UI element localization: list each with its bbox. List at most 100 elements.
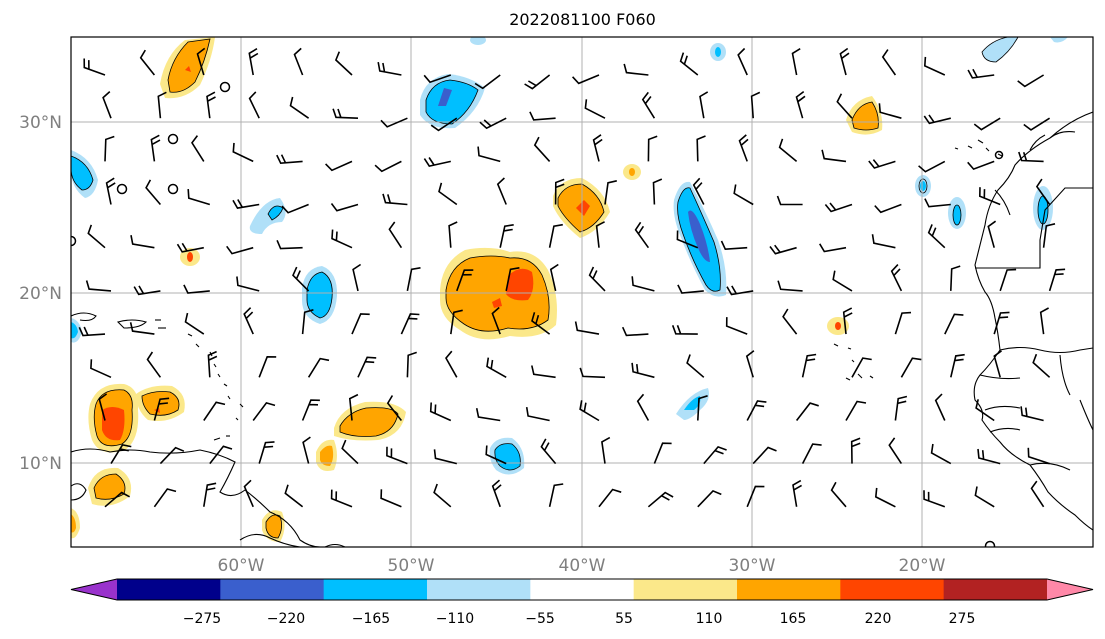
wind-barb: [445, 350, 458, 378]
wind-barb: [782, 308, 798, 335]
wind-barb: [157, 91, 167, 119]
colorbar-outline: [70, 578, 1094, 601]
wind-barb: [153, 488, 177, 508]
wind-barb: [836, 93, 853, 119]
wind-barb: [588, 266, 606, 292]
wind-barb: [653, 442, 672, 464]
wind-barb: [894, 395, 908, 421]
wind-barb: [301, 399, 320, 421]
wind-barb: [601, 436, 611, 464]
wind-barb: [540, 438, 557, 465]
wind-barb: [652, 178, 663, 205]
wind-barb: [696, 135, 706, 162]
wind-barb: [548, 223, 563, 248]
wind-barb: [900, 357, 922, 378]
colorbar-tick-label: −165: [352, 611, 390, 627]
wind-barb: [206, 91, 216, 119]
wind-barb: [448, 221, 458, 248]
wind-barb: [874, 487, 896, 508]
wind-barb: [974, 486, 995, 508]
wind-barb: [433, 483, 452, 508]
lat-label-20n: 20°N: [19, 284, 62, 304]
colorbar: [70, 578, 1094, 601]
wind-barb: [87, 224, 106, 249]
wind-barb: [699, 91, 709, 119]
wind-barb: [232, 142, 254, 163]
wind-barb: [129, 322, 155, 335]
wind-barb: [703, 445, 727, 465]
wind-barb: [676, 230, 699, 249]
wind-barb: [927, 224, 946, 249]
wind-barb: [438, 182, 458, 206]
wind-barb: [636, 393, 650, 421]
wind-barb: [641, 91, 656, 119]
wind-barb: [284, 484, 304, 508]
wind-barb: [133, 285, 161, 296]
wind-barb: [348, 393, 359, 421]
wind-barb: [950, 353, 965, 378]
lon-label-50w: 50°W: [388, 556, 435, 576]
wind-barb: [574, 321, 600, 335]
wind-barb: [725, 317, 748, 335]
wind-barb: [183, 284, 210, 294]
wind-barb: [276, 239, 303, 250]
wind-barb: [923, 114, 951, 125]
colorbar-segment: [737, 579, 841, 600]
wind-barb: [104, 491, 130, 508]
wind-barb: [881, 49, 897, 76]
wind-barb: [924, 198, 951, 208]
wind-barb: [450, 309, 463, 335]
wind-barb: [98, 393, 108, 421]
wind-barb: [430, 117, 458, 132]
wind-barb: [977, 448, 1001, 465]
wind-barb: [525, 406, 550, 422]
wind-barb: [631, 276, 655, 292]
wind-barb: [918, 160, 946, 173]
wind-barb: [90, 359, 112, 379]
wind-barb: [746, 400, 767, 421]
wind-barb: [184, 312, 205, 335]
wind-barb: [491, 306, 501, 335]
wind-barb: [486, 357, 507, 378]
wind-barb: [750, 91, 761, 119]
wind-barb: [647, 491, 674, 508]
wind-barb: [746, 485, 765, 508]
wind-barb: [737, 47, 748, 76]
lon-label-60w: 60°W: [218, 556, 265, 576]
wind-barb: [888, 437, 903, 465]
wind-barb: [386, 395, 403, 421]
wind-barb: [477, 146, 501, 163]
wind-barb: [973, 117, 1001, 131]
wind-barb: [145, 179, 162, 206]
wind-barb: [248, 48, 259, 76]
colorbar-tick-label: −275: [183, 611, 221, 627]
wind-barb: [801, 353, 817, 378]
wind-barb: [529, 111, 556, 121]
wind-barb: [1030, 480, 1045, 508]
wind-barb: [302, 436, 311, 464]
wind-barb: [150, 134, 161, 162]
wind-barb: [592, 134, 603, 162]
wind-barb: [795, 402, 819, 421]
wind-barb: [1039, 307, 1049, 335]
contour-lines: [71, 37, 1049, 539]
wind-barb: [778, 138, 798, 163]
colorbar-segment: [323, 579, 428, 600]
wind-barb: [595, 221, 605, 248]
wind-barb: [777, 280, 803, 292]
wind-barb: [400, 313, 420, 335]
wind-barb: [130, 235, 155, 249]
wind-barb: [878, 103, 902, 119]
wind-barb: [191, 135, 205, 162]
lat-label-30n: 30°N: [19, 113, 62, 133]
wind-barb: [733, 184, 754, 206]
wind-barb: [923, 490, 946, 508]
wind-barb: [1048, 268, 1066, 292]
wind-barb: [533, 136, 551, 162]
wind-barb: [531, 312, 551, 335]
wind-barb: [579, 400, 600, 422]
wind-barb: [352, 263, 362, 292]
wind-barb: [252, 401, 276, 421]
wind-barb: [85, 280, 112, 292]
